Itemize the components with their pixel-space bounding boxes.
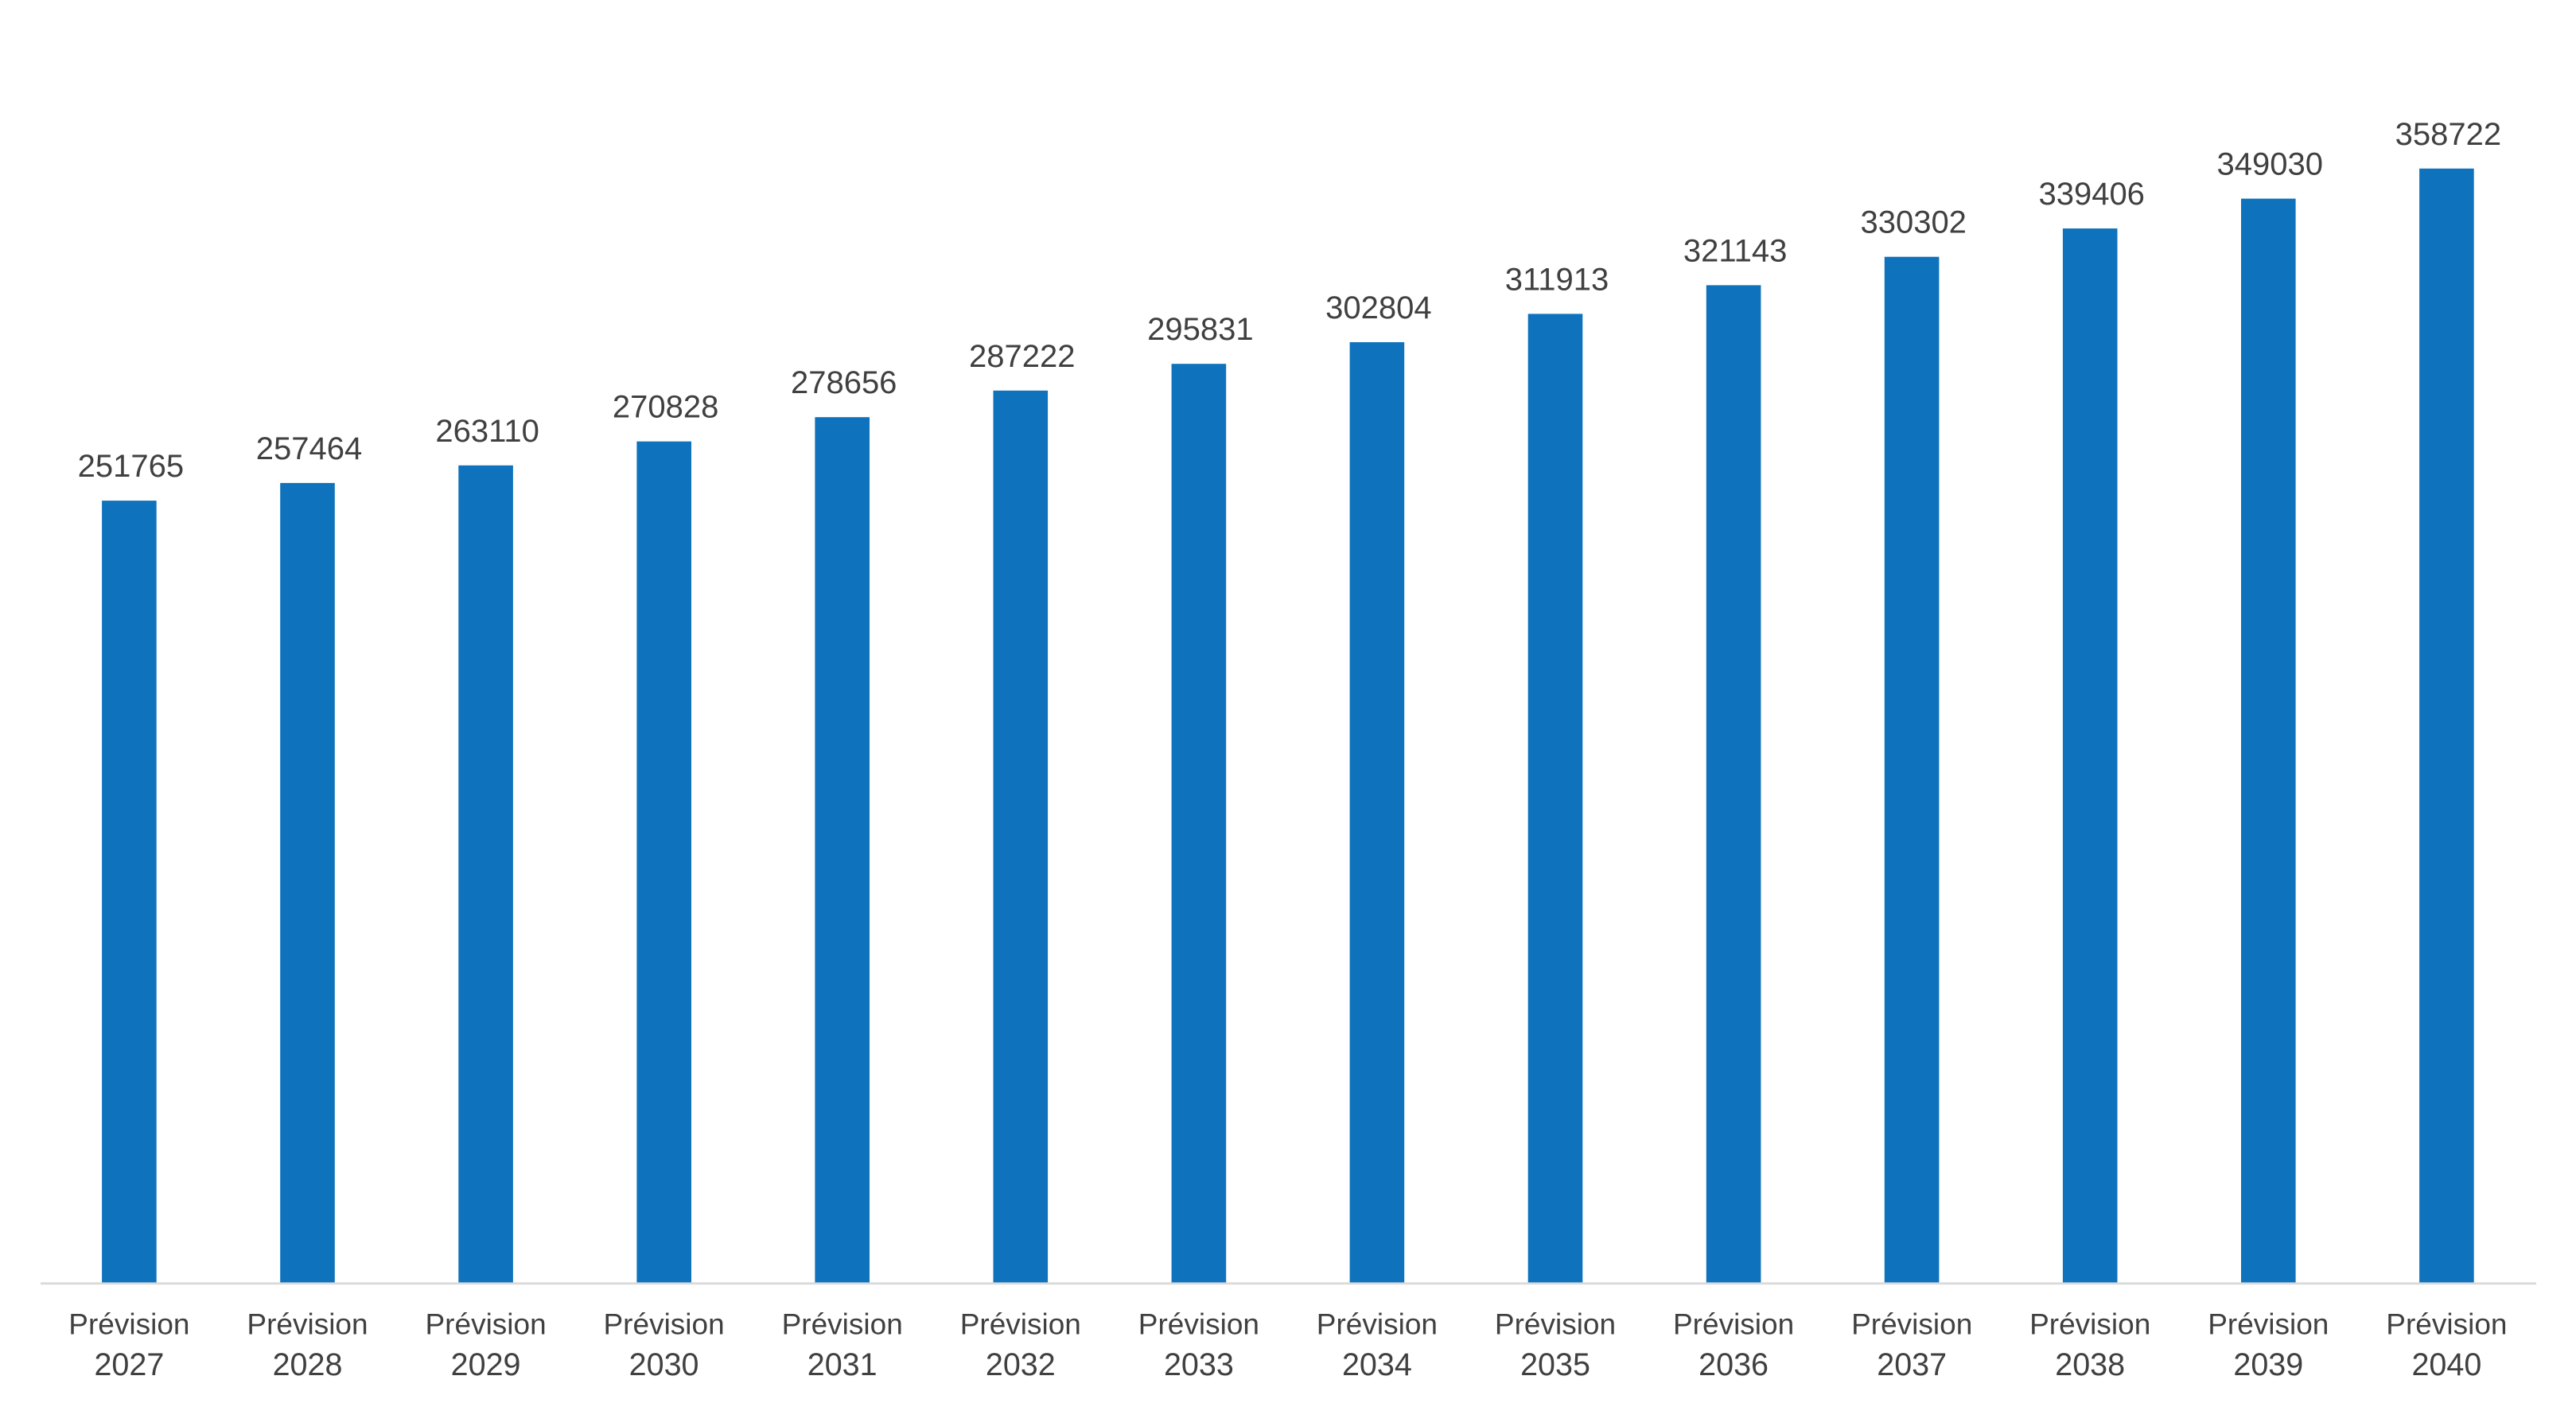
- svg-text:302804: 302804: [1325, 290, 1431, 325]
- svg-text:2030: 2030: [629, 1347, 699, 1382]
- svg-text:330302: 330302: [1860, 205, 1966, 240]
- svg-text:Prévision: Prévision: [604, 1308, 725, 1340]
- svg-text:263110: 263110: [435, 414, 539, 449]
- svg-text:2038: 2038: [2055, 1347, 2125, 1382]
- svg-text:2029: 2029: [451, 1347, 521, 1382]
- svg-text:2031: 2031: [807, 1347, 877, 1382]
- svg-text:321143: 321143: [1683, 233, 1788, 268]
- svg-text:Prévision: Prévision: [2029, 1308, 2150, 1340]
- svg-text:Prévision: Prévision: [782, 1308, 903, 1340]
- svg-text:Prévision: Prévision: [426, 1308, 547, 1340]
- svg-text:339406: 339406: [2038, 177, 2144, 212]
- svg-text:Prévision: Prévision: [1673, 1308, 1794, 1340]
- svg-text:251765: 251765: [78, 449, 184, 484]
- svg-text:349030: 349030: [2217, 147, 2323, 182]
- svg-text:311913: 311913: [1505, 262, 1609, 297]
- svg-text:295831: 295831: [1147, 312, 1253, 347]
- svg-text:2037: 2037: [1877, 1347, 1947, 1382]
- svg-text:2033: 2033: [1164, 1347, 1234, 1382]
- svg-text:2027: 2027: [94, 1347, 164, 1382]
- svg-text:Prévision: Prévision: [1138, 1308, 1259, 1340]
- svg-text:Prévision: Prévision: [68, 1308, 189, 1340]
- svg-text:2032: 2032: [986, 1347, 1056, 1382]
- svg-text:Prévision: Prévision: [2208, 1308, 2329, 1340]
- svg-text:Prévision: Prévision: [1317, 1308, 1438, 1340]
- svg-text:358722: 358722: [2395, 117, 2501, 152]
- svg-text:2039: 2039: [2233, 1347, 2303, 1382]
- svg-text:Prévision: Prévision: [247, 1308, 368, 1340]
- svg-text:2028: 2028: [273, 1347, 343, 1382]
- svg-text:Prévision: Prévision: [960, 1308, 1081, 1340]
- svg-text:2036: 2036: [1699, 1347, 1769, 1382]
- svg-text:Prévision: Prévision: [2386, 1308, 2507, 1340]
- svg-text:257464: 257464: [256, 431, 362, 466]
- svg-text:Prévision: Prévision: [1495, 1308, 1616, 1340]
- svg-text:270828: 270828: [613, 390, 718, 425]
- svg-text:278656: 278656: [791, 365, 897, 400]
- svg-text:Prévision: Prévision: [1851, 1308, 1972, 1340]
- svg-text:2040: 2040: [2411, 1347, 2481, 1382]
- svg-text:2035: 2035: [1520, 1347, 1590, 1382]
- svg-text:287222: 287222: [969, 339, 1075, 374]
- svg-text:2034: 2034: [1342, 1347, 1412, 1382]
